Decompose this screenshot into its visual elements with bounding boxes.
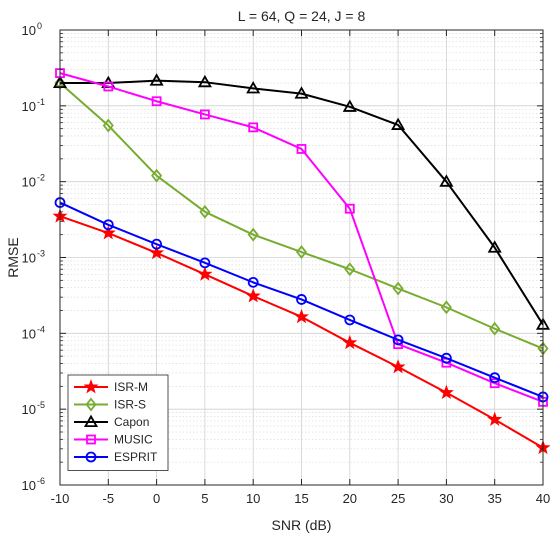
y-tick-label: 10 bbox=[22, 175, 36, 190]
data-point-esprit bbox=[344, 314, 356, 326]
y-tick-exponent: -1 bbox=[37, 97, 45, 107]
y-tick-exponent: 0 bbox=[37, 21, 42, 31]
legend-label: ISR-M bbox=[114, 380, 148, 394]
data-point-esprit bbox=[296, 294, 307, 305]
data-point-music bbox=[103, 81, 114, 92]
legend-marker bbox=[83, 379, 99, 394]
legend-label: ESPRIT bbox=[114, 450, 158, 464]
data-point-capon bbox=[197, 74, 212, 88]
legend: ISR-M ISR-S Capon MUSIC ESPRIT bbox=[67, 374, 169, 471]
data-point-isr-m bbox=[197, 266, 213, 281]
data-point-esprit bbox=[440, 352, 452, 364]
data-point-esprit bbox=[392, 334, 404, 346]
x-tick-label: 40 bbox=[536, 491, 550, 506]
data-point-music bbox=[489, 378, 500, 389]
x-tick-labels: -10 -5 0 5 10 15 20 25 30 35 40 bbox=[51, 491, 550, 506]
legend-label: ISR-S bbox=[114, 398, 146, 412]
x-axis-label: SNR (dB) bbox=[272, 517, 332, 533]
y-tick-label: 10 bbox=[22, 23, 36, 38]
data-point-isr-s bbox=[199, 204, 211, 219]
x-tick-label: 5 bbox=[201, 491, 208, 506]
data-point-capon bbox=[439, 174, 454, 187]
y-tick-exponent: -4 bbox=[37, 324, 45, 334]
legend-item-esprit: ESPRIT bbox=[74, 450, 158, 464]
data-point-music bbox=[296, 144, 307, 154]
series-line-music bbox=[59, 72, 544, 403]
legend-marker bbox=[86, 434, 96, 445]
data-point-isr-m bbox=[390, 359, 406, 374]
data-point-isr-m bbox=[245, 288, 261, 303]
chart-title: L = 64, Q = 24, J = 8 bbox=[238, 8, 366, 24]
data-point-esprit bbox=[199, 257, 211, 269]
legend-label: MUSIC bbox=[114, 433, 153, 447]
data-point-isr-m bbox=[487, 411, 503, 426]
data-point-isr-s bbox=[344, 262, 356, 277]
data-point-isr-m bbox=[342, 334, 358, 350]
tick-marks bbox=[59, 29, 544, 486]
y-tick-exponent: -6 bbox=[37, 476, 45, 486]
data-point-capon bbox=[149, 73, 164, 86]
data-point-isr-s bbox=[247, 227, 259, 242]
data-point-music bbox=[199, 109, 210, 120]
series-music bbox=[55, 68, 548, 407]
y-tick-label: 10 bbox=[22, 326, 36, 341]
data-point-isr-m bbox=[149, 245, 165, 260]
legend-label: Capon bbox=[114, 415, 149, 429]
x-tick-label: 15 bbox=[294, 491, 308, 506]
legend-marker bbox=[85, 451, 97, 463]
data-point-capon bbox=[246, 81, 261, 94]
data-point-capon bbox=[391, 117, 406, 130]
legend-marker bbox=[83, 414, 99, 428]
data-point-music bbox=[344, 203, 355, 214]
data-point-capon bbox=[487, 240, 502, 253]
y-axis-label: RMSE bbox=[5, 237, 21, 277]
data-point-isr-m bbox=[294, 308, 309, 324]
data-point-isr-s bbox=[392, 281, 404, 296]
data-point-esprit bbox=[247, 276, 259, 288]
data-point-esprit bbox=[489, 372, 501, 384]
data-point-music bbox=[151, 96, 162, 107]
y-tick-label: 10 bbox=[22, 251, 36, 266]
x-tick-label: -5 bbox=[103, 491, 115, 506]
data-point-capon bbox=[342, 99, 357, 112]
y-tick-exponent: -5 bbox=[37, 400, 45, 410]
data-point-isr-s bbox=[440, 300, 452, 315]
legend-item-music: MUSIC bbox=[74, 433, 153, 447]
data-point-isr-m bbox=[438, 384, 454, 400]
series-line-isr-s bbox=[59, 82, 544, 350]
y-tick-label: 10 bbox=[22, 99, 36, 114]
series-line-esprit bbox=[59, 201, 544, 398]
y-tick-label: 10 bbox=[22, 402, 36, 417]
y-tick-label: 10 bbox=[22, 478, 36, 493]
data-point-isr-s bbox=[489, 321, 501, 336]
data-point-isr-m bbox=[100, 225, 116, 240]
legend-marker bbox=[85, 397, 97, 412]
data-point-isr-s bbox=[295, 245, 308, 259]
x-tick-label: -10 bbox=[51, 491, 70, 506]
series-isr-s bbox=[54, 76, 549, 356]
legend-item-capon: Capon bbox=[74, 414, 149, 429]
x-tick-label: 25 bbox=[391, 491, 405, 506]
data-point-isr-s bbox=[151, 168, 163, 183]
x-tick-label: 35 bbox=[487, 491, 501, 506]
data-point-isr-s bbox=[102, 118, 114, 133]
data-point-esprit bbox=[151, 238, 163, 250]
x-tick-label: 10 bbox=[246, 491, 260, 506]
series-esprit bbox=[54, 197, 549, 403]
x-tick-label: 20 bbox=[343, 491, 357, 506]
data-point-music bbox=[248, 122, 259, 133]
legend-item-isr-s: ISR-S bbox=[74, 398, 146, 412]
x-tick-label: 0 bbox=[153, 491, 160, 506]
series-line-capon bbox=[60, 79, 544, 326]
data-point-esprit bbox=[102, 219, 114, 231]
y-tick-exponent: -2 bbox=[37, 173, 45, 183]
legend-item-isr-m: ISR-M bbox=[74, 379, 148, 394]
data-point-capon bbox=[294, 86, 309, 99]
y-tick-exponent: -3 bbox=[37, 249, 45, 259]
x-tick-label: 30 bbox=[439, 491, 453, 506]
